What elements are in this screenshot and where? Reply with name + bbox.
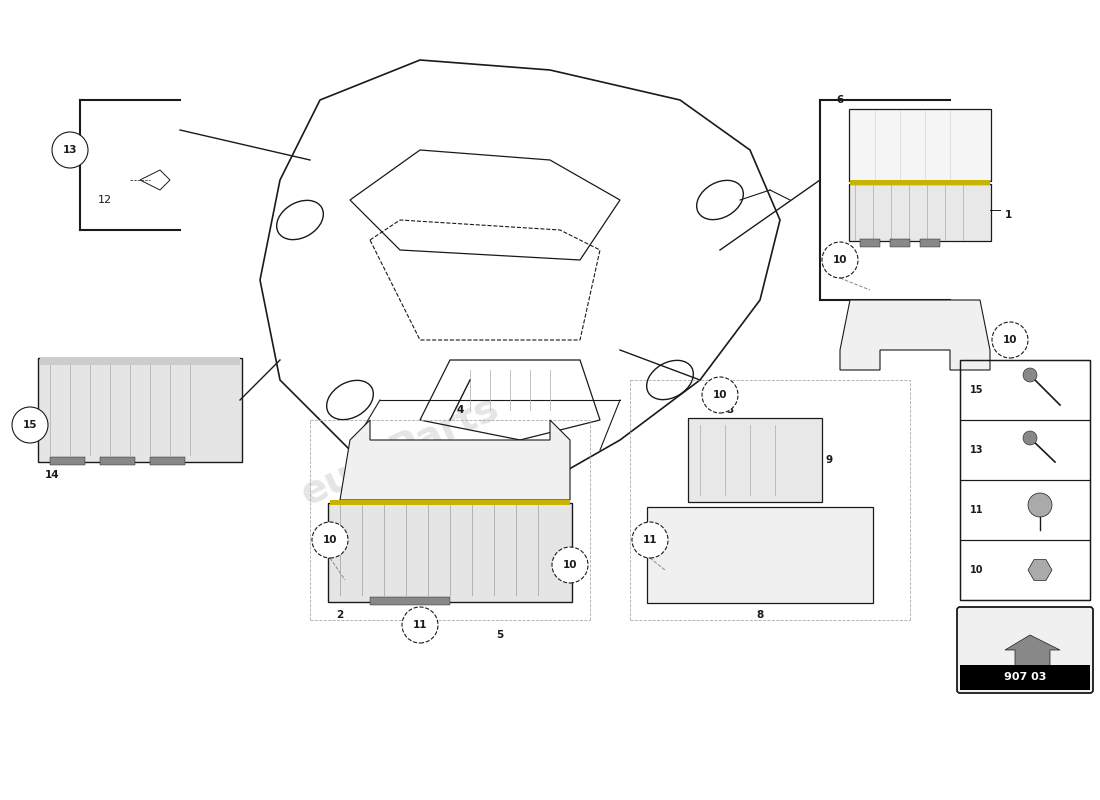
Bar xyxy=(40,358,240,365)
Text: 6: 6 xyxy=(836,95,844,105)
Text: 7: 7 xyxy=(996,335,1002,345)
Text: a passion for parts, inc. 15%: a passion for parts, inc. 15% xyxy=(358,482,542,578)
Text: 5: 5 xyxy=(496,630,504,640)
Text: 8: 8 xyxy=(757,610,763,620)
Bar xyxy=(330,500,570,505)
FancyBboxPatch shape xyxy=(688,418,822,502)
Circle shape xyxy=(1028,493,1052,517)
Text: 11: 11 xyxy=(642,535,658,545)
Bar xyxy=(890,239,910,247)
Text: 2: 2 xyxy=(337,610,343,620)
FancyBboxPatch shape xyxy=(849,109,991,181)
Bar xyxy=(860,239,880,247)
Circle shape xyxy=(312,522,348,558)
Bar xyxy=(960,420,1090,480)
Circle shape xyxy=(702,377,738,413)
Text: 10: 10 xyxy=(322,535,338,545)
FancyBboxPatch shape xyxy=(328,503,572,602)
Text: 9: 9 xyxy=(825,455,832,465)
Text: 10: 10 xyxy=(970,565,983,575)
Bar xyxy=(960,540,1090,600)
Bar xyxy=(850,180,990,185)
Text: 3: 3 xyxy=(726,405,734,415)
Text: 10: 10 xyxy=(1003,335,1018,345)
Polygon shape xyxy=(1028,560,1052,580)
Text: 15: 15 xyxy=(23,420,37,430)
Text: 13: 13 xyxy=(970,445,983,455)
Bar xyxy=(100,457,135,465)
Bar xyxy=(960,360,1090,420)
Circle shape xyxy=(1023,368,1037,382)
Text: 11: 11 xyxy=(412,620,427,630)
Circle shape xyxy=(552,547,589,583)
Text: 1: 1 xyxy=(1005,210,1012,220)
FancyBboxPatch shape xyxy=(39,358,242,462)
Text: 12: 12 xyxy=(98,195,112,205)
Text: euroParts: euroParts xyxy=(295,387,505,513)
Text: 11: 11 xyxy=(970,505,983,515)
Bar xyxy=(150,457,185,465)
Circle shape xyxy=(12,407,48,443)
Bar xyxy=(370,597,450,605)
Text: 4: 4 xyxy=(456,405,464,415)
Bar xyxy=(960,480,1090,540)
Circle shape xyxy=(1023,431,1037,445)
Polygon shape xyxy=(840,300,990,370)
FancyBboxPatch shape xyxy=(957,607,1093,693)
Bar xyxy=(50,457,85,465)
Circle shape xyxy=(52,132,88,168)
Text: 907 03: 907 03 xyxy=(1004,673,1046,682)
Circle shape xyxy=(632,522,668,558)
Polygon shape xyxy=(340,420,570,500)
Text: 10: 10 xyxy=(833,255,847,265)
Circle shape xyxy=(992,322,1028,358)
FancyBboxPatch shape xyxy=(647,507,873,603)
Bar xyxy=(960,360,1090,600)
Circle shape xyxy=(402,607,438,643)
Text: 13: 13 xyxy=(63,145,77,155)
FancyBboxPatch shape xyxy=(849,184,991,241)
Text: 10: 10 xyxy=(563,560,578,570)
Bar xyxy=(920,239,940,247)
Text: 14: 14 xyxy=(45,470,59,480)
Polygon shape xyxy=(1005,635,1060,670)
Circle shape xyxy=(822,242,858,278)
Text: 15: 15 xyxy=(970,385,983,395)
Bar xyxy=(960,665,1090,690)
Text: 10: 10 xyxy=(713,390,727,400)
